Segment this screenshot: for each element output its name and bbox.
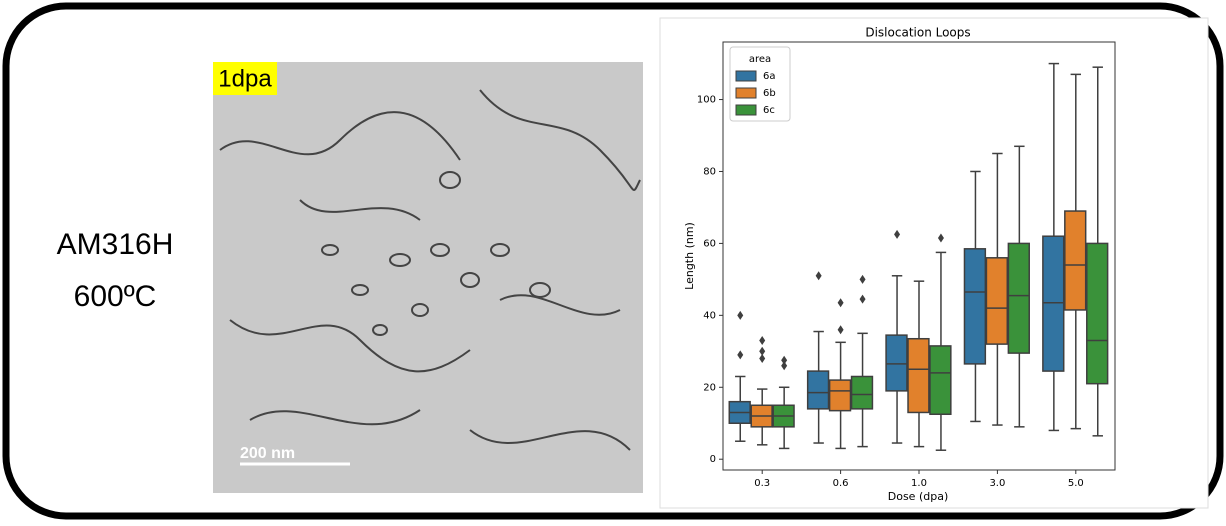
badge-bg	[213, 62, 277, 95]
outlier	[759, 336, 766, 346]
y-tick-label: 20	[703, 382, 716, 393]
outlier	[859, 294, 866, 304]
outlier	[781, 361, 788, 371]
legend-label: 6c	[763, 105, 775, 116]
micrograph-bg	[213, 62, 643, 493]
outlier	[737, 310, 744, 320]
legend-swatch	[735, 87, 757, 99]
y-tick-label: 0	[710, 454, 716, 465]
box	[806, 370, 830, 410]
outlier	[759, 354, 766, 364]
chart: Dislocation Loops Dose (dpa) Length (nm)…	[659, 17, 1209, 509]
outlier	[937, 233, 944, 243]
scale-bar-label: 200 nm	[240, 445, 295, 462]
x-tick-label: 5.0	[1068, 478, 1084, 489]
micrograph-texture	[219, 89, 641, 451]
box	[963, 248, 987, 365]
legend-swatch	[735, 104, 757, 116]
box	[907, 337, 930, 414]
y-tick-label: 80	[703, 166, 716, 177]
legend-label: 6a	[763, 71, 776, 82]
box	[985, 257, 1009, 345]
box	[1064, 210, 1087, 311]
dose-badge: 1dpa	[218, 65, 272, 92]
temperature-label: 600ºC	[74, 280, 157, 313]
legend-title: area	[749, 54, 771, 65]
box	[1042, 235, 1065, 372]
box	[885, 334, 908, 392]
y-axis-label: Length (nm)	[683, 222, 696, 290]
chart-title: Dislocation Loops	[865, 26, 970, 40]
outlier	[894, 229, 901, 239]
outlier	[759, 346, 766, 356]
legend-label: 6b	[763, 88, 776, 99]
material-label: AM316H	[57, 228, 174, 261]
outlier	[837, 298, 844, 308]
legend-box	[729, 46, 791, 122]
micrograph: 1dpa 200 nm	[213, 62, 643, 493]
outlier	[837, 325, 844, 335]
y-tick-label: 40	[703, 310, 716, 321]
legend-swatch	[735, 70, 757, 82]
y-tick-label: 100	[697, 95, 716, 106]
outlier	[781, 355, 788, 365]
axes-frame	[722, 41, 1116, 471]
x-tick-label: 0.3	[754, 478, 770, 489]
x-tick-label: 3.0	[989, 478, 1005, 489]
box	[850, 375, 874, 410]
box	[828, 379, 852, 412]
x-axis-label: Dose (dpa)	[888, 490, 948, 503]
x-tick-label: 1.0	[911, 478, 927, 489]
outlier	[737, 350, 744, 360]
outlier	[859, 274, 866, 284]
box	[1007, 242, 1030, 354]
box	[929, 345, 952, 416]
outlier	[815, 271, 822, 281]
y-tick-label: 60	[703, 238, 716, 249]
box	[1086, 242, 1109, 385]
x-tick-label: 0.6	[833, 478, 849, 489]
